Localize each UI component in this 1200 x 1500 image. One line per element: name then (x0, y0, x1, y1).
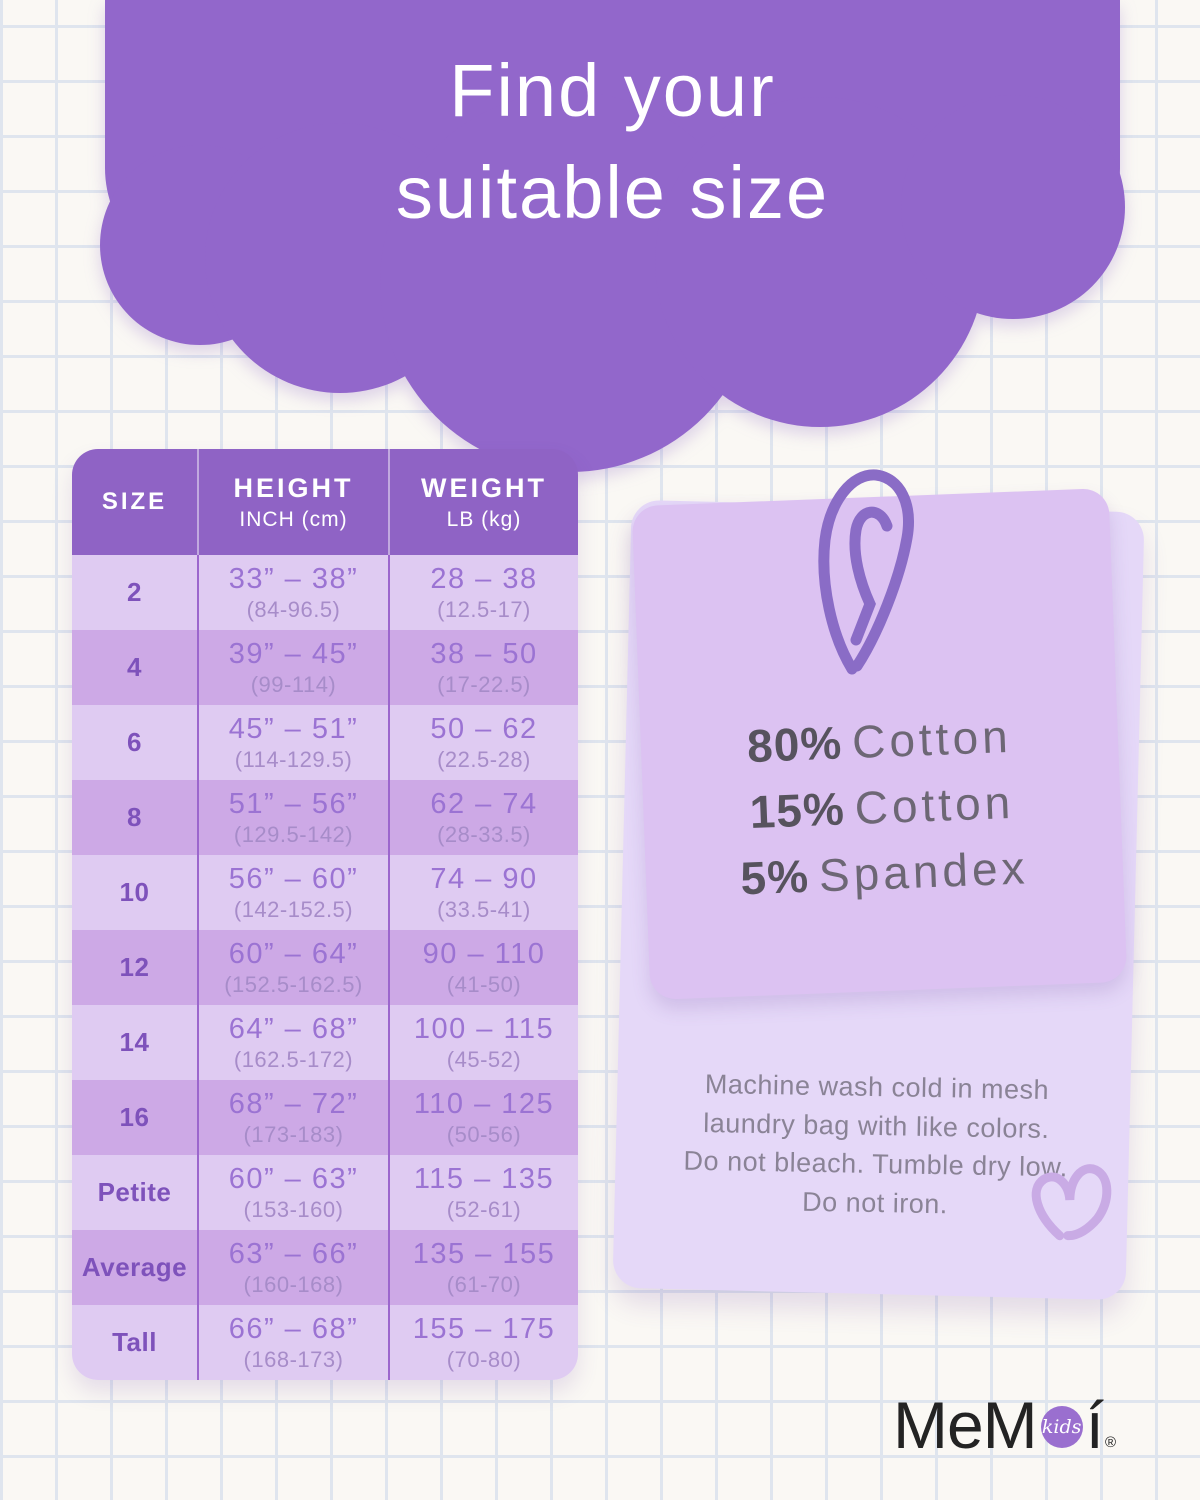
table-row: 2 33” – 38” (84-96.5) 28 – 38 (12.5-17) (72, 555, 578, 630)
page-title-line1: Find your (449, 49, 776, 132)
kids-badge: kids (1040, 1406, 1083, 1448)
registered-mark: ® (1105, 1434, 1117, 1451)
table-row: 12 60” – 64” (152.5-162.5) 90 – 110 (41-50… (72, 930, 578, 1005)
page-title: Find your suitable size (105, 40, 1120, 244)
table-row: 4 39” – 45” (99-114) 38 – 50 (17-22.5) (72, 630, 578, 705)
paperclip-icon (818, 469, 914, 675)
table-row: Petite 60” – 63” (153-160) 115 – 135 (52-6… (72, 1155, 578, 1230)
table-row: 8 51” – 56” (129.5-142) 62 – 74 (28-33.5) (72, 780, 578, 855)
table-row: 14 64” – 68” (162.5-172) 100 – 115 (45-52) (72, 1005, 578, 1080)
table-row: Average 63” – 66” (160-168) 135 – 155 (61-… (72, 1230, 578, 1305)
memoi-logo: MeM kids í ® (893, 1392, 1116, 1458)
header-height: HEIGHT INCH (cm) (197, 449, 388, 555)
size-table-header: SIZE HEIGHT INCH (cm) WEIGHT LB (kg) (72, 449, 578, 555)
fabric-composition: 80% Cotton 15% Cotton 5% Spandex (640, 700, 1124, 915)
header-size: SIZE (101, 488, 168, 515)
logo-suffix: í (1085, 1388, 1104, 1462)
page-title-line2: suitable size (395, 151, 830, 235)
table-row: 16 68” – 72” (173-183) 110 – 125 (50-56) (72, 1080, 578, 1155)
header-weight: WEIGHT LB (kg) (388, 449, 578, 555)
size-table: SIZE HEIGHT INCH (cm) WEIGHT LB (kg) 2 3… (72, 449, 578, 1380)
heart-icon (1031, 1164, 1112, 1241)
table-row: Tall 66” – 68” (168-173) 155 – 175 (70-80) (72, 1305, 578, 1380)
table-row: 10 56” – 60” (142-152.5) 74 – 90 (33.5-41) (72, 855, 578, 930)
table-row: 6 45” – 51” (114-129.5) 50 – 62 (22.5-28) (72, 705, 578, 780)
logo-prefix: MeM (893, 1388, 1038, 1462)
title-cloud (100, 0, 1125, 472)
